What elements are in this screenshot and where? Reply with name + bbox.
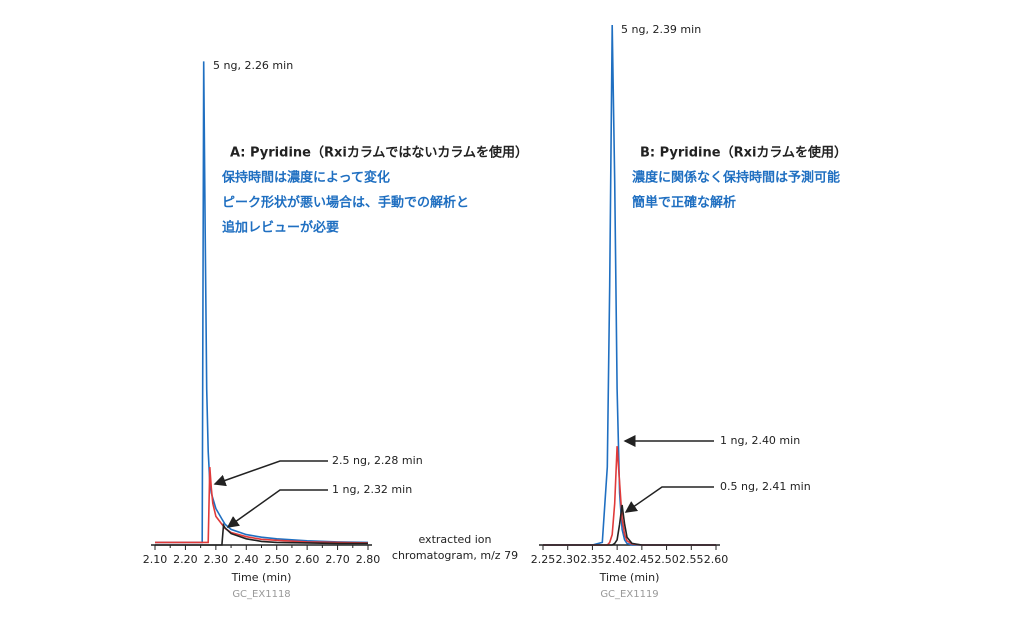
- annotation-arrow: [213, 460, 328, 487]
- x-axis-label: Time (min): [599, 571, 660, 584]
- annotation: 2.5 ng, 2.28 min: [332, 454, 423, 467]
- x-tick-label: 2.55: [679, 553, 704, 566]
- x-tick-label: 2.30: [555, 553, 580, 566]
- x-tick-label: 2.25: [531, 553, 556, 566]
- note: 保持時間は濃度によって変化: [221, 170, 390, 186]
- x-tick-label: 2.30: [204, 553, 229, 566]
- x-tick-label: 2.40: [605, 553, 630, 566]
- x-tick-label: 2.60: [704, 553, 729, 566]
- trace: [155, 522, 368, 546]
- trace: [155, 466, 369, 544]
- note: 簡単で正確な解析: [631, 195, 736, 211]
- figure-code: GC_EX1118: [232, 589, 290, 600]
- x-tick-label: 2.35: [580, 553, 605, 566]
- note: 追加レビューが必要: [222, 220, 339, 236]
- annotation-arrow: [624, 486, 714, 513]
- side-note: extracted ion: [418, 533, 491, 546]
- x-tick-label: 2.70: [325, 553, 350, 566]
- panel-title: A: Pyridine（Rxiカラムではないカラムを使用）: [230, 145, 528, 161]
- trace: [543, 504, 716, 546]
- trace: [155, 61, 369, 544]
- annotation: 5 ng, 2.39 min: [621, 23, 701, 36]
- side-note: chromatogram, m/z 79: [392, 549, 518, 562]
- annotation-arrow: [226, 489, 328, 528]
- note: ピーク形状が悪い場合は、手動での解析と: [222, 195, 469, 211]
- x-tick-label: 2.80: [356, 553, 381, 566]
- x-tick-label: 2.60: [295, 553, 320, 566]
- trace: [543, 446, 716, 546]
- trace: [543, 24, 716, 546]
- note: 濃度に関係なく保持時間は予測可能: [632, 170, 840, 186]
- x-tick-label: 2.40: [234, 553, 259, 566]
- x-tick-label: 2.50: [264, 553, 289, 566]
- annotation: 5 ng, 2.26 min: [213, 59, 293, 72]
- x-axis-label: Time (min): [231, 571, 292, 584]
- x-tick-label: 2.20: [173, 553, 198, 566]
- panel-title: B: Pyridine（Rxiカラムを使用）: [640, 145, 847, 161]
- x-tick-label: 2.10: [143, 553, 168, 566]
- x-tick-label: 2.50: [654, 553, 679, 566]
- figure-code: GC_EX1119: [600, 589, 658, 600]
- annotation: 0.5 ng, 2.41 min: [720, 480, 811, 493]
- annotation: 1 ng, 2.32 min: [332, 483, 412, 496]
- x-tick-label: 2.45: [630, 553, 655, 566]
- annotation: 1 ng, 2.40 min: [720, 434, 800, 447]
